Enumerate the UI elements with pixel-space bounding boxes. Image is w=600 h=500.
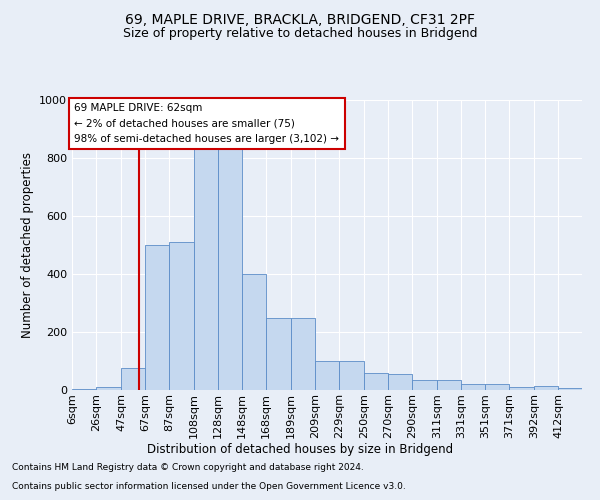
Bar xyxy=(509,387,534,390)
Bar xyxy=(96,387,121,390)
Bar xyxy=(558,388,582,390)
Text: Size of property relative to detached houses in Bridgend: Size of property relative to detached ho… xyxy=(123,28,477,40)
Bar xyxy=(412,380,437,390)
Bar xyxy=(218,146,242,390)
Y-axis label: Number of detached properties: Number of detached properties xyxy=(20,152,34,338)
Bar xyxy=(485,384,509,390)
Text: 69, MAPLE DRIVE, BRACKLA, BRIDGEND, CF31 2PF: 69, MAPLE DRIVE, BRACKLA, BRIDGEND, CF31… xyxy=(125,12,475,26)
Bar xyxy=(315,361,339,390)
Bar xyxy=(121,368,145,390)
Bar xyxy=(194,150,218,390)
Text: Distribution of detached houses by size in Bridgend: Distribution of detached houses by size … xyxy=(147,442,453,456)
Bar xyxy=(145,245,169,390)
Text: Contains public sector information licensed under the Open Government Licence v3: Contains public sector information licen… xyxy=(12,482,406,491)
Bar xyxy=(437,380,461,390)
Bar xyxy=(72,388,96,390)
Text: 69 MAPLE DRIVE: 62sqm
← 2% of detached houses are smaller (75)
98% of semi-detac: 69 MAPLE DRIVE: 62sqm ← 2% of detached h… xyxy=(74,103,340,144)
Bar xyxy=(388,374,412,390)
Bar xyxy=(291,318,315,390)
Bar xyxy=(339,361,364,390)
Bar xyxy=(461,384,485,390)
Bar xyxy=(169,242,194,390)
Bar xyxy=(266,318,291,390)
Bar xyxy=(364,372,388,390)
Bar xyxy=(534,386,558,390)
Bar xyxy=(242,274,266,390)
Text: Contains HM Land Registry data © Crown copyright and database right 2024.: Contains HM Land Registry data © Crown c… xyxy=(12,464,364,472)
